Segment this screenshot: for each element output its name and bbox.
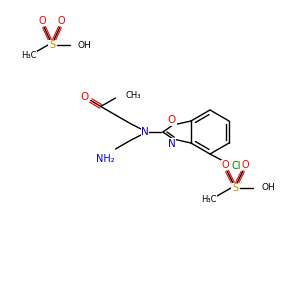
Text: S: S [232, 183, 238, 193]
Text: CH₃: CH₃ [125, 91, 141, 100]
Text: O: O [81, 92, 89, 101]
Text: Cl: Cl [232, 161, 242, 171]
Text: O: O [38, 16, 46, 26]
Text: N: N [141, 127, 149, 137]
Text: N: N [168, 139, 176, 149]
Text: OH: OH [261, 184, 275, 193]
Text: H₃C: H₃C [201, 196, 217, 205]
Text: O: O [168, 115, 176, 125]
Text: S: S [49, 40, 55, 50]
Text: OH: OH [77, 40, 91, 50]
Text: O: O [221, 160, 229, 170]
Text: H₃C: H₃C [21, 52, 37, 61]
Text: NH₂: NH₂ [96, 154, 115, 164]
Text: O: O [241, 160, 249, 170]
Text: O: O [57, 16, 65, 26]
